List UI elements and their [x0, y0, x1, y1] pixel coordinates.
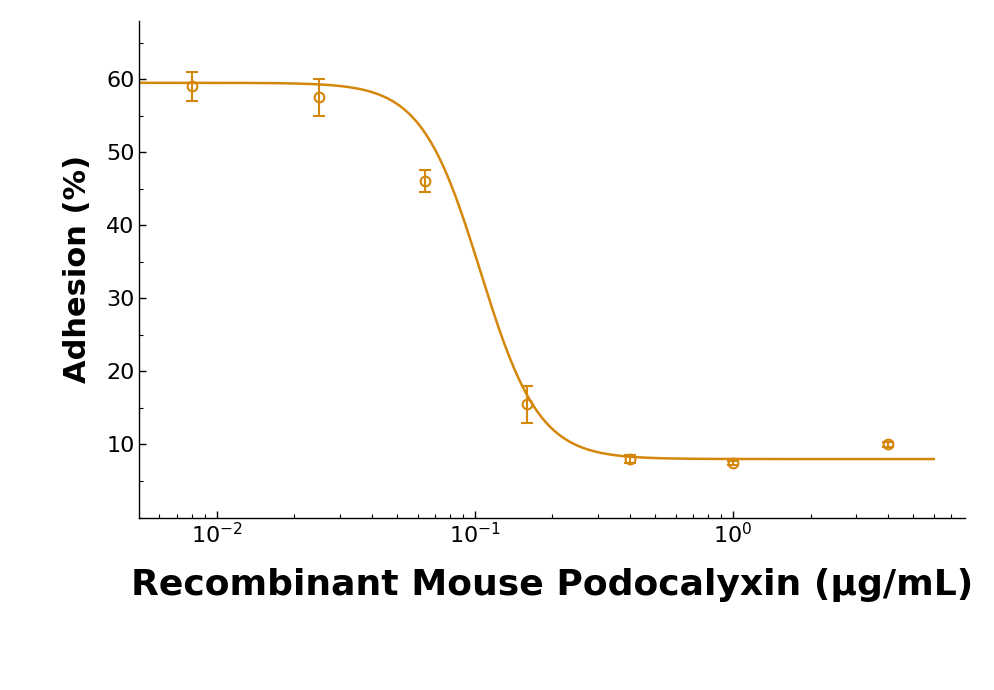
X-axis label: Recombinant Mouse Podocalyxin (μg/mL): Recombinant Mouse Podocalyxin (μg/mL) [131, 569, 972, 602]
Y-axis label: Adhesion (%): Adhesion (%) [63, 155, 92, 383]
